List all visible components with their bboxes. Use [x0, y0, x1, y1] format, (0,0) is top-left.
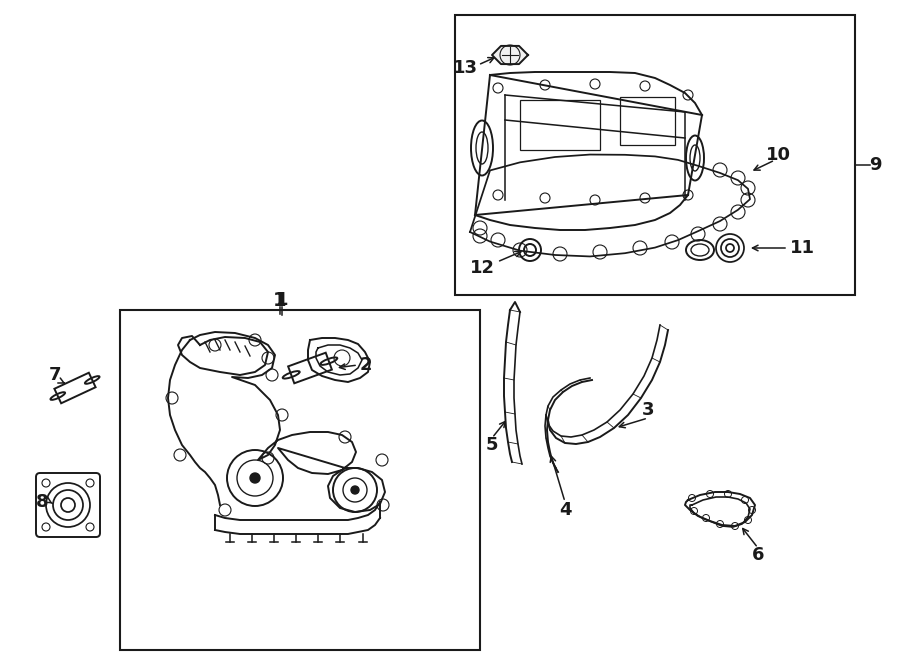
Text: 6: 6: [752, 546, 764, 564]
Circle shape: [351, 486, 359, 494]
Text: 9: 9: [868, 156, 881, 174]
Bar: [455, 15, 855, 295]
Text: 1: 1: [274, 291, 287, 310]
Polygon shape: [492, 46, 528, 64]
Bar: [620, 97, 675, 145]
Text: 2: 2: [360, 356, 373, 374]
Text: 8: 8: [36, 493, 49, 511]
Text: 13: 13: [453, 59, 478, 77]
Text: 3: 3: [642, 401, 654, 419]
Text: 1: 1: [275, 291, 288, 309]
Circle shape: [250, 473, 260, 483]
Text: 7: 7: [49, 366, 61, 384]
Text: 4: 4: [559, 501, 572, 519]
Text: 11: 11: [790, 239, 815, 257]
Text: 10: 10: [766, 146, 790, 164]
Bar: [520, 100, 600, 150]
Text: 5: 5: [486, 436, 499, 454]
Text: 12: 12: [470, 259, 495, 277]
Bar: [120, 310, 480, 650]
